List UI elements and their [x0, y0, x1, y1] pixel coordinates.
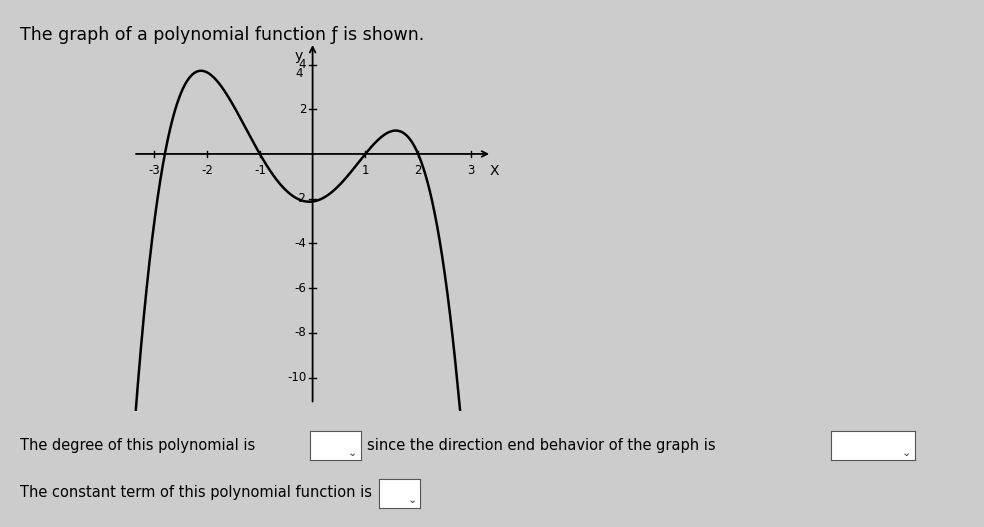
Text: -4: -4	[294, 237, 306, 250]
Text: y: y	[295, 49, 303, 63]
Text: -3: -3	[149, 164, 160, 177]
Text: 3: 3	[467, 164, 474, 177]
Text: 1: 1	[361, 164, 369, 177]
Text: The graph of a polynomial function ƒ is shown.: The graph of a polynomial function ƒ is …	[20, 26, 424, 44]
Text: -10: -10	[287, 371, 306, 384]
Text: ⌄: ⌄	[902, 448, 911, 458]
Text: The constant term of this polynomial function is: The constant term of this polynomial fun…	[20, 485, 372, 500]
Text: ⌄: ⌄	[347, 448, 356, 458]
Text: X: X	[489, 164, 499, 178]
Text: since the direction end behavior of the graph is: since the direction end behavior of the …	[367, 438, 715, 453]
Text: 4: 4	[295, 67, 303, 80]
Text: -8: -8	[294, 326, 306, 339]
Text: -1: -1	[254, 164, 266, 177]
Text: 2: 2	[299, 103, 306, 116]
Text: ⌄: ⌄	[408, 495, 417, 505]
Text: -2: -2	[201, 164, 213, 177]
Text: -6: -6	[294, 281, 306, 295]
Text: The degree of this polynomial is: The degree of this polynomial is	[20, 438, 255, 453]
Text: 2: 2	[414, 164, 422, 177]
Text: -2: -2	[294, 192, 306, 205]
Text: 4: 4	[299, 58, 306, 71]
